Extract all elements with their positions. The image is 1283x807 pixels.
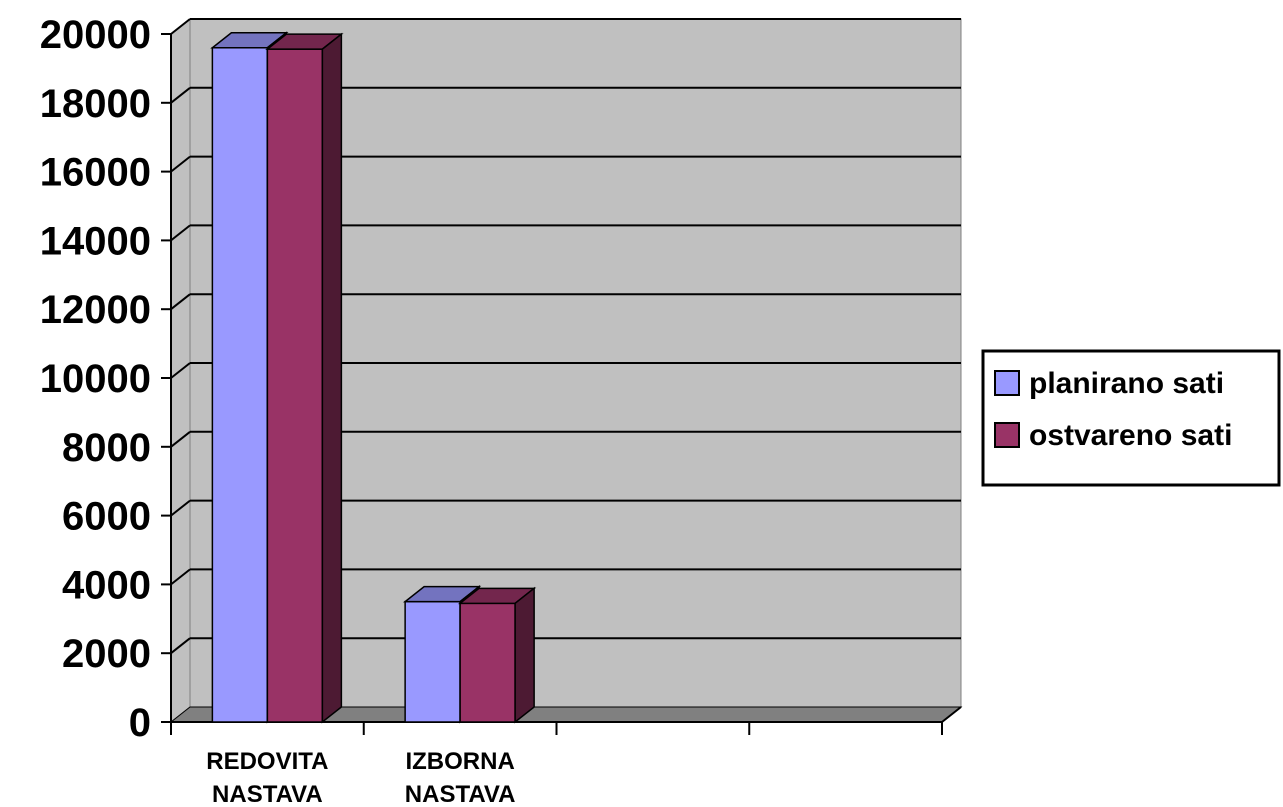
gridline-side [170, 155, 191, 173]
legend-label: planirano sati [1029, 367, 1224, 400]
y-tick-label: 12000 [40, 288, 151, 332]
y-tick-label: 20000 [40, 13, 151, 57]
gridline-side [170, 499, 191, 517]
x-axis-depth [941, 706, 962, 723]
x-category-label: REDOVITA NASTAVA [206, 748, 328, 807]
gridline-side [170, 431, 191, 448]
legend-box [981, 349, 1281, 487]
y-tick-label: 8000 [62, 426, 151, 470]
legend: planirano sati ostvareno sati [981, 349, 1281, 487]
bar-front [459, 602, 516, 723]
bar-front [404, 600, 461, 723]
bar-front [266, 48, 324, 723]
gridline-side [170, 224, 191, 242]
gridline-side [170, 568, 191, 586]
gridline-side [170, 87, 191, 104]
x-category-labels: REDOVITA NASTAVA IZBORNA NASTAVA [206, 748, 516, 807]
gridline-side [170, 637, 191, 654]
y-tick-labels: 0 2000 4000 6000 8000 10000 12000 14000 16000 180… [40, 13, 151, 745]
bars [210, 31, 537, 724]
gridline-side [170, 362, 191, 379]
y-tick-label: 10000 [40, 357, 151, 401]
x-category-label: IZBORNA NASTAVA [405, 748, 516, 807]
bar-ostvareno-sati [457, 586, 537, 724]
bar-front [211, 47, 269, 723]
bar-ostvareno-sati [265, 32, 344, 724]
gridline-side [170, 293, 191, 310]
bar-side [514, 586, 535, 724]
legend-swatch [994, 422, 1020, 448]
y-tick-label: 14000 [40, 219, 151, 263]
gridline-side [170, 18, 191, 35]
y-tick-label: 2000 [62, 632, 151, 676]
y-tick-label: 18000 [40, 82, 151, 126]
legend-swatch [994, 370, 1020, 396]
y-tick-label: 4000 [62, 563, 151, 607]
y-tick-label: 0 [129, 701, 151, 745]
bar-side [321, 32, 343, 724]
legend-label: ostvareno sati [1029, 419, 1232, 452]
y-tick-label: 6000 [62, 495, 151, 539]
y-tick-label: 16000 [40, 151, 151, 195]
